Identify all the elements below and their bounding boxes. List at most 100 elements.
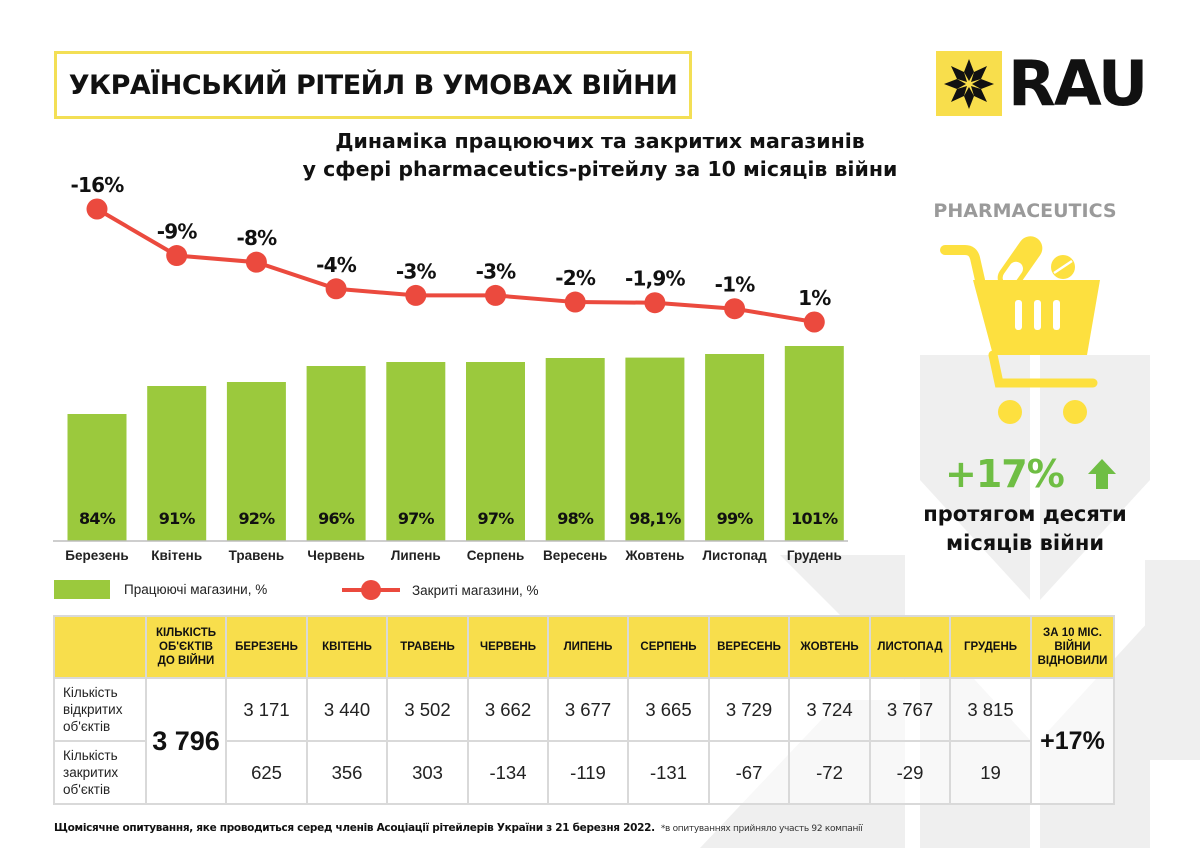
header-month: КВІТЕНЬ — [306, 615, 388, 679]
bar — [67, 414, 127, 541]
table-cell: -72 — [788, 740, 871, 805]
table-cell: 3 171 — [225, 677, 308, 742]
line-point — [245, 251, 267, 273]
line-value-label: -1% — [715, 273, 756, 297]
page-title: УКРАЇНСЬКИЙ РІТЕЙЛ В УМОВАХ ВІЙНИ — [54, 51, 692, 119]
line-value-label: -9% — [157, 220, 198, 244]
table-cell: 3 665 — [627, 677, 710, 742]
row-label-line: відкритих — [63, 702, 123, 717]
bar-value-label: 99% — [717, 509, 754, 528]
x-tick-label: Квітень — [151, 548, 202, 563]
bar — [705, 354, 765, 541]
header-month: ГРУДЕНЬ — [949, 615, 1032, 679]
table-cell: 303 — [386, 740, 469, 805]
chart-title-line-2: у сфері pharmaceutics-рітейлу за 10 міся… — [302, 157, 898, 181]
data-table: КІЛЬКІСТЬ ОБ'ЄКТІВ ДО ВІЙНИ БЕРЕЗЕНЬ КВІ… — [53, 615, 1115, 805]
table-cell: 3 767 — [869, 677, 951, 742]
header-month: ЧЕРВЕНЬ — [467, 615, 549, 679]
header-total-line: ЗА 10 МІС. — [1043, 627, 1102, 639]
bar — [147, 386, 207, 541]
line-point — [405, 284, 427, 306]
line-point — [564, 291, 586, 313]
line-layer — [86, 198, 825, 333]
line-point — [86, 198, 108, 220]
x-tick-label: Липень — [391, 548, 441, 563]
line-value-label: -1,9% — [625, 267, 686, 291]
chart-title: Динаміка працюючих та закритих магазинів… — [290, 127, 910, 183]
table-cell: -29 — [869, 740, 951, 805]
header-month: ЛИПЕНЬ — [547, 615, 629, 679]
growth-caption-line-2: місяців війни — [945, 531, 1105, 555]
growth-caption: протягом десяти місяців війни — [905, 500, 1145, 558]
bar-value-label: 98,1% — [629, 509, 681, 528]
bar-value-label: 97% — [478, 509, 515, 528]
header-month: ВЕРЕСЕНЬ — [708, 615, 790, 679]
x-tick-label: Вересень — [543, 548, 607, 563]
legend-label-bars: Працюючі магазини, % — [124, 582, 268, 597]
line-value-label: -3% — [476, 259, 517, 283]
row-label-line: Кількість — [63, 685, 118, 700]
table-cell: 3 677 — [547, 677, 629, 742]
bars-layer — [67, 346, 844, 541]
growth-value: +17% — [945, 452, 1065, 496]
bar-value-label: 84% — [79, 509, 116, 528]
bar — [306, 366, 366, 541]
line-point — [803, 311, 825, 333]
labels-layer: 84% Березень 91% Квітень 92% Травень 96% Червен… — [65, 173, 841, 563]
x-tick-label: Серпень — [467, 548, 525, 563]
table-header-row: КІЛЬКІСТЬ ОБ'ЄКТІВ ДО ВІЙНИ БЕРЕЗЕНЬ КВІ… — [53, 615, 1115, 679]
line-value-label: 1% — [798, 286, 831, 310]
line-value-label: -8% — [236, 226, 277, 250]
footnote: Щомісячне опитування, яке проводиться се… — [54, 822, 863, 834]
row-label-closed: Кількість закритих об'єктів — [53, 740, 147, 805]
line-point — [644, 292, 666, 314]
bar — [625, 357, 685, 541]
footnote-note: *в опитуваннях прийняло участь 92 компан… — [660, 824, 863, 834]
table-cell: 3 440 — [306, 677, 388, 742]
header-prewar: КІЛЬКІСТЬ ОБ'ЄКТІВ ДО ВІЙНИ — [145, 615, 227, 679]
header-month: БЕРЕЗЕНЬ — [225, 615, 308, 679]
header-month: ТРАВЕНЬ — [386, 615, 469, 679]
table-cell: 3 662 — [467, 677, 549, 742]
legend-item-line: Закриті магазини, % — [342, 580, 539, 600]
header-total-line: ВІДНОВИЛИ — [1037, 655, 1108, 667]
bar — [226, 382, 286, 541]
total-value: +17% — [1030, 677, 1115, 805]
header-prewar-line: ДО ВІЙНИ — [157, 655, 215, 667]
line-point — [485, 284, 506, 306]
line-value-label: -3% — [396, 259, 437, 283]
line-value-label: -4% — [316, 253, 357, 277]
line-point — [724, 298, 746, 320]
bar — [466, 362, 525, 541]
bar-value-label: 91% — [159, 509, 196, 528]
star-ornament-icon — [936, 51, 1002, 116]
table-row-closed: Кількість закритих об'єктів 625 356 303 … — [53, 740, 1114, 805]
legend-line-swatch — [342, 580, 400, 600]
header-prewar-line: ОБ'ЄКТІВ — [159, 641, 213, 653]
prewar-value: 3 796 — [145, 677, 227, 805]
x-tick-label: Грудень — [787, 548, 842, 563]
x-tick-label: Червень — [307, 548, 364, 563]
legend-bar-swatch — [54, 580, 110, 599]
legend-item-bars: Працюючі магазини, % — [54, 580, 267, 599]
row-label-line: об'єктів — [63, 782, 111, 797]
x-tick-label: Травень — [229, 548, 285, 563]
line-series-closed — [95, 207, 815, 324]
bar-value-label: 96% — [318, 509, 355, 528]
bar-value-label: 92% — [238, 509, 275, 528]
ornament-shape — [1150, 625, 1200, 760]
footnote-main: Щомісячне опитування, яке проводиться се… — [54, 822, 655, 834]
table-cell: 3 502 — [386, 677, 469, 742]
logo-text: RAU — [1008, 46, 1148, 120]
line-point — [325, 278, 347, 300]
x-tick-label: Листопад — [702, 548, 767, 563]
table-cell: 3 815 — [949, 677, 1032, 742]
header-total-line: ВІЙНИ — [1054, 641, 1091, 653]
table-cell: 356 — [306, 740, 388, 805]
table-cell: -134 — [467, 740, 549, 805]
header-month: СЕРПЕНЬ — [627, 615, 710, 679]
x-tick-label: Березень — [65, 548, 128, 563]
table-cell: 3 724 — [788, 677, 871, 742]
table-cell: 3 729 — [708, 677, 790, 742]
row-label-line: об'єктів — [63, 719, 111, 734]
